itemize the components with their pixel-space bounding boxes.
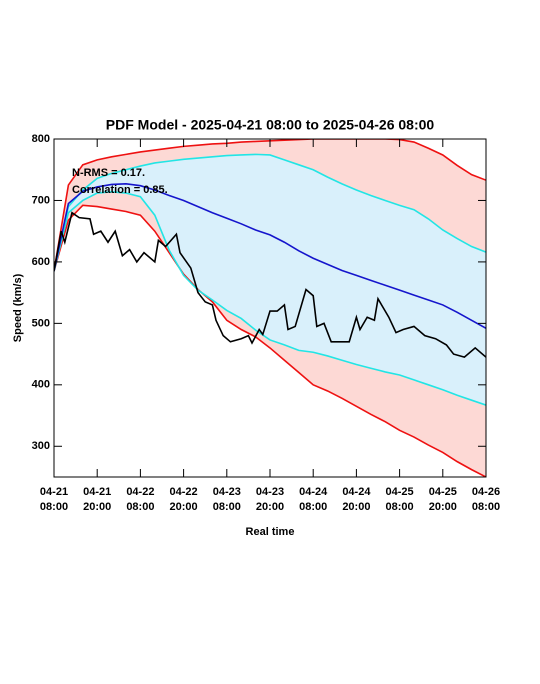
y-axis-label: Speed (km/s): [12, 273, 24, 342]
series-line: [54, 153, 486, 272]
x-tick-label: 04-25 08:00: [385, 486, 414, 513]
x-tick-label: 04-21 08:00: [39, 486, 69, 513]
x-tick-label: 04-22 08:00: [126, 486, 155, 513]
series-line: [54, 191, 486, 406]
series-line: [54, 211, 486, 359]
x-axis-label: Real time: [246, 526, 295, 538]
annotation: Correlation = 0.85.: [72, 184, 168, 196]
band-fill: [54, 154, 486, 406]
x-tick-label: 04-23 20:00: [255, 486, 285, 513]
x-tick-label: 04-23 08:00: [212, 486, 241, 513]
y-tick-label: 800: [32, 133, 50, 145]
x-tick-label: 04-24 20:00: [342, 486, 371, 513]
y-tick-label: 300: [32, 440, 50, 452]
annotation: N-RMS = 0.17.: [72, 167, 145, 179]
x-tick-label: 04-21 20:00: [83, 486, 112, 513]
y-tick-label: 600: [32, 256, 50, 268]
series-line: [54, 183, 486, 329]
x-tick-label: 04-22 20:00: [169, 486, 198, 513]
series-line: [54, 204, 486, 477]
x-tick-label: 04-26 08:00: [471, 486, 501, 513]
chart-title: PDF Model - 2025-04-21 08:00 to 2025-04-…: [106, 117, 435, 133]
y-tick-label: 500: [32, 317, 50, 329]
x-tick-label: 04-24 08:00: [299, 486, 328, 513]
plot: [54, 139, 486, 477]
y-tick-label: 700: [32, 194, 50, 206]
y-tick-label: 400: [32, 379, 50, 391]
x-tick-label: 04-25 20:00: [428, 486, 457, 513]
